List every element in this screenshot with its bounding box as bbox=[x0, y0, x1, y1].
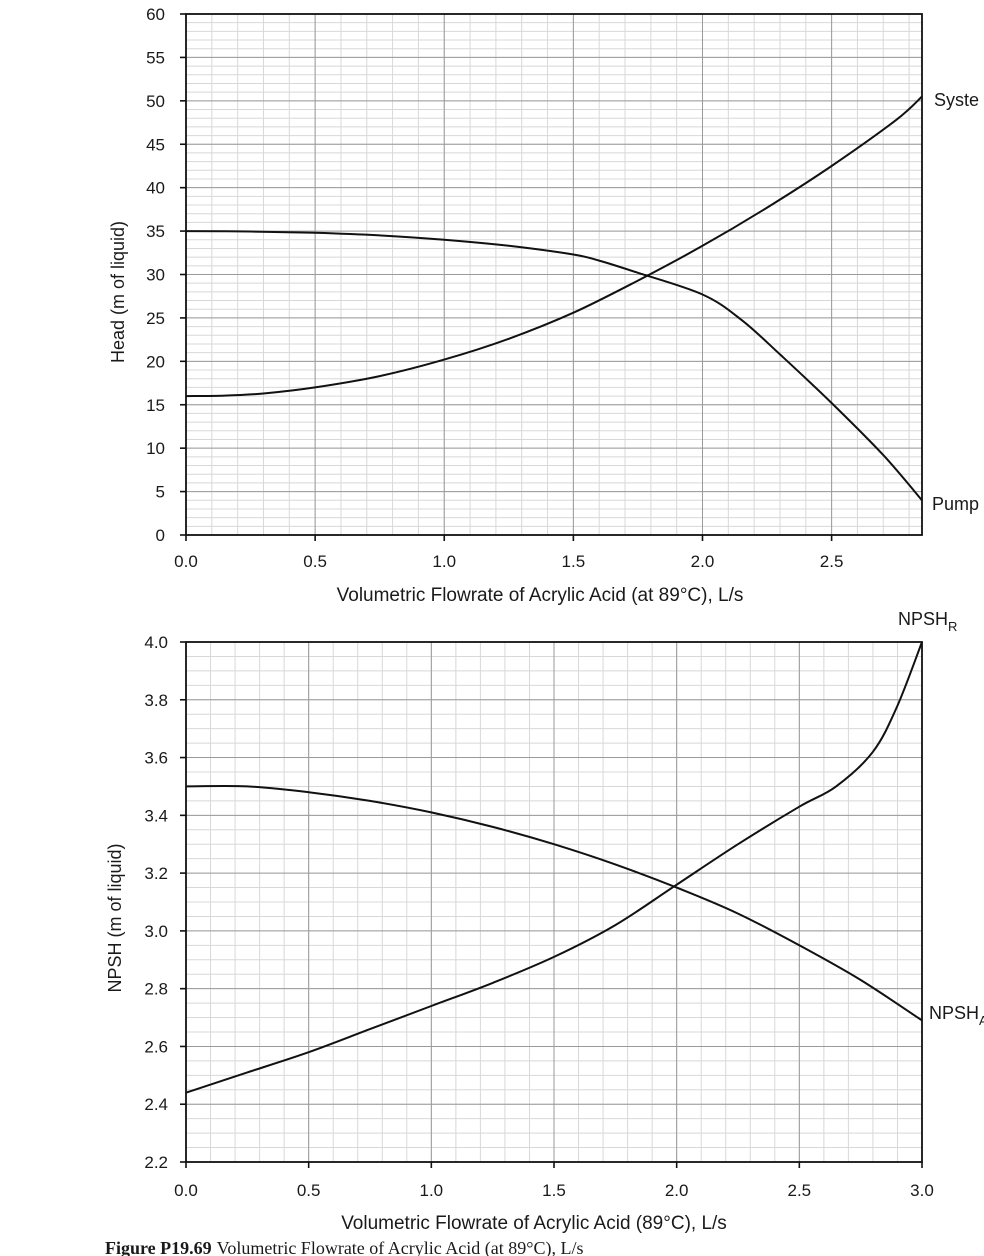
head-x-tick-label: 2.0 bbox=[691, 552, 715, 571]
npsh-a-label-sub: A bbox=[979, 1013, 984, 1028]
head-y-tick-label: 55 bbox=[146, 48, 165, 67]
npsh-x-tick-label: 3.0 bbox=[910, 1181, 934, 1200]
npsh-x-ticks: 0.0 0.5 1.0 1.5 2.0 2.5 3.0 bbox=[174, 1162, 934, 1200]
head-y-tick-label: 40 bbox=[146, 179, 165, 198]
npsh-y-tick-label: 3.0 bbox=[144, 922, 168, 941]
npsh-chart: 2.2 2.4 2.6 2.8 3.0 3.2 3.4 3.6 3.8 4.0 0.0 0.5 1.0… bbox=[105, 609, 984, 1234]
head-y-tick-label: 25 bbox=[146, 309, 165, 328]
npsh-r-label-sub: R bbox=[948, 619, 957, 634]
npsh-x-tick-label: 1.0 bbox=[420, 1181, 444, 1200]
npsh-r-curve-label: NPSHR bbox=[898, 609, 957, 634]
head-y-tick-label: 20 bbox=[146, 352, 165, 371]
head-x-tick-label: 0.5 bbox=[303, 552, 327, 571]
npsh-y-tick-label: 2.4 bbox=[144, 1095, 168, 1114]
npsh-y-tick-label: 2.8 bbox=[144, 980, 168, 999]
head-y-tick-label: 15 bbox=[146, 396, 165, 415]
head-series bbox=[185, 95, 923, 501]
head-y-tick-label: 0 bbox=[156, 526, 165, 545]
head-y-tick-label: 10 bbox=[146, 439, 165, 458]
head-y-ticks: 0 5 10 15 20 25 30 35 40 45 50 55 60 bbox=[146, 5, 186, 545]
npsh-y-tick-label: 3.8 bbox=[144, 691, 168, 710]
npsh-a-curve-label: NPSHA bbox=[929, 1003, 984, 1028]
npsh-x-tick-label: 2.5 bbox=[788, 1181, 812, 1200]
npsh-a-label-main: NPSH bbox=[929, 1003, 979, 1023]
head-y-tick-label: 5 bbox=[156, 483, 165, 502]
npsh-x-axis-title: Volumetric Flowrate of Acrylic Acid (89°… bbox=[341, 1213, 727, 1234]
head-x-ticks: 0.0 0.5 1.0 1.5 2.0 2.5 bbox=[174, 535, 843, 571]
npsh-y-tick-label: 3.6 bbox=[144, 749, 168, 768]
npsh-x-tick-label: 2.0 bbox=[665, 1181, 689, 1200]
head-chart: 0 5 10 15 20 25 30 35 40 45 50 55 60 0.0 0.5 1.0 1.5 2.0… bbox=[108, 5, 979, 606]
caption-figure-number: Figure P19.69 bbox=[105, 1238, 212, 1256]
head-y-tick-label: 30 bbox=[146, 266, 165, 285]
head-y-tick-label: 45 bbox=[146, 135, 165, 154]
npsh-x-tick-label: 0.5 bbox=[297, 1181, 321, 1200]
head-series-pump bbox=[185, 230, 923, 501]
npsh-y-tick-label: 3.4 bbox=[144, 806, 168, 825]
head-y-axis-title: Head (m of liquid) bbox=[108, 221, 128, 363]
pump-curve-label: Pump bbox=[932, 494, 979, 514]
npsh-y-ticks: 2.2 2.4 2.6 2.8 3.0 3.2 3.4 3.6 3.8 4.0 bbox=[144, 633, 186, 1172]
npsh-r-label-main: NPSH bbox=[898, 609, 948, 629]
npsh-y-tick-label: 2.2 bbox=[144, 1153, 168, 1172]
npsh-x-tick-label: 0.0 bbox=[174, 1181, 198, 1200]
npsh-y-axis-title: NPSH (m of liquid) bbox=[105, 843, 125, 992]
head-y-tick-label: 35 bbox=[146, 222, 165, 241]
npsh-series-npsh-r bbox=[185, 641, 923, 1094]
head-x-axis-title: Volumetric Flowrate of Acrylic Acid (at … bbox=[337, 585, 744, 606]
caption-text: Volumetric Flowrate of Acrylic Acid (at … bbox=[217, 1238, 584, 1256]
npsh-y-tick-label: 4.0 bbox=[144, 633, 168, 652]
head-x-tick-label: 2.5 bbox=[820, 552, 844, 571]
npsh-series bbox=[185, 641, 923, 1094]
npsh-series-npsh-a bbox=[185, 785, 923, 1022]
head-x-tick-label: 1.5 bbox=[562, 552, 586, 571]
head-y-tick-label: 60 bbox=[146, 5, 165, 24]
npsh-y-tick-label: 3.2 bbox=[144, 864, 168, 883]
head-x-tick-label: 0.0 bbox=[174, 552, 198, 571]
npsh-y-tick-label: 2.6 bbox=[144, 1037, 168, 1056]
npsh-x-tick-label: 1.5 bbox=[542, 1181, 566, 1200]
head-series-system bbox=[185, 95, 923, 398]
system-curve-label: Syste bbox=[934, 90, 979, 110]
figure-caption: Figure P19.69 Volumetric Flowrate of Acry… bbox=[105, 1238, 583, 1256]
head-y-tick-label: 50 bbox=[146, 92, 165, 111]
head-x-tick-label: 1.0 bbox=[432, 552, 456, 571]
